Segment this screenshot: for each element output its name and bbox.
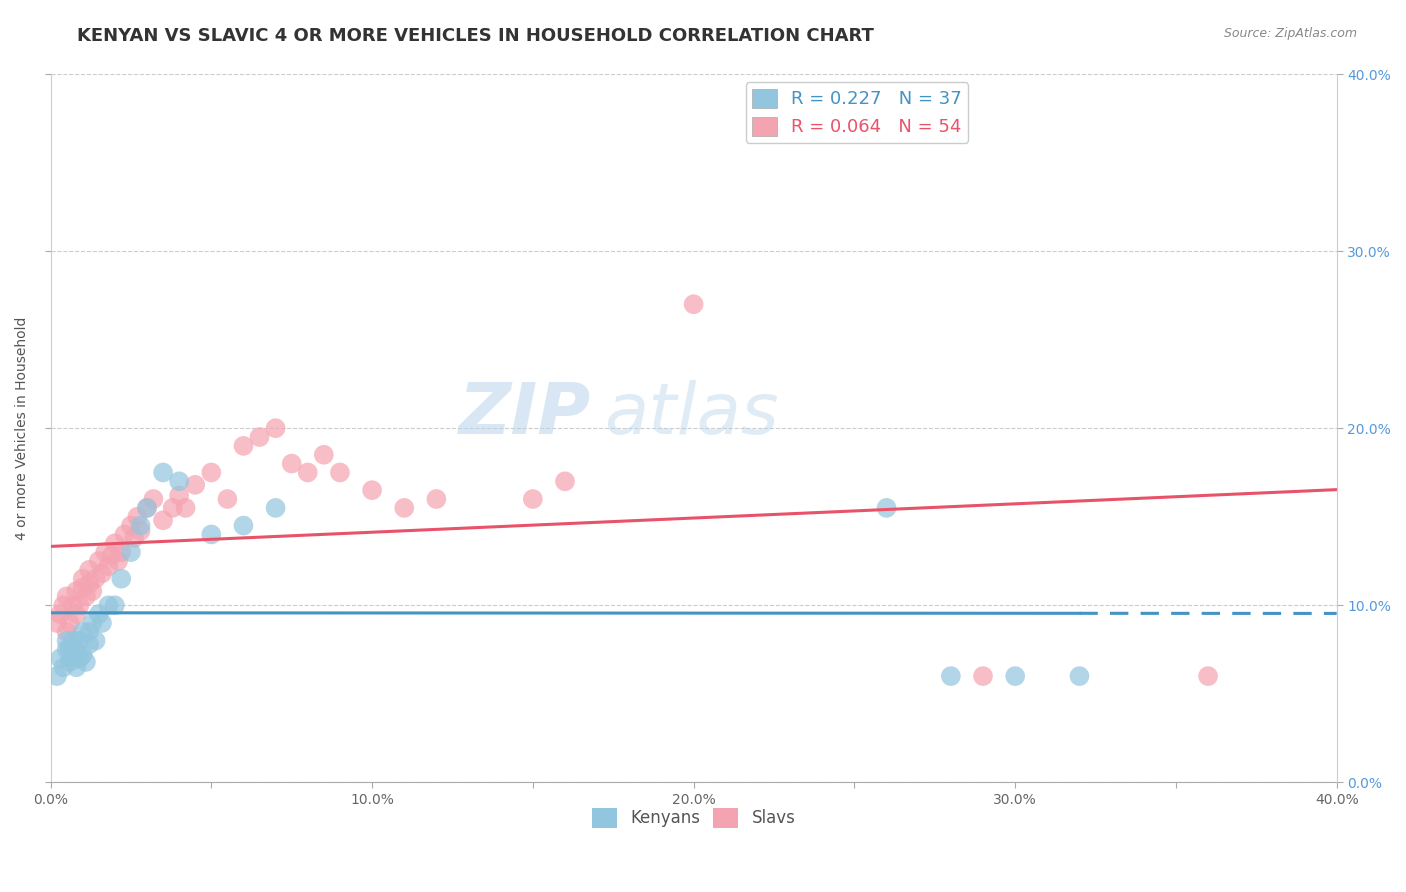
Point <box>59 655 82 669</box>
Point <box>69 599 91 613</box>
Point <box>264 500 287 515</box>
Point <box>110 572 132 586</box>
Point <box>232 518 254 533</box>
Point <box>167 475 190 489</box>
Point <box>107 554 129 568</box>
Point <box>62 651 84 665</box>
Point <box>876 500 898 515</box>
Point <box>1197 669 1219 683</box>
Point <box>174 500 197 515</box>
Point <box>72 624 94 639</box>
Point <box>1004 669 1026 683</box>
Point <box>184 478 207 492</box>
Point <box>75 590 97 604</box>
Point <box>97 599 120 613</box>
Point <box>136 500 159 515</box>
Point <box>65 642 87 657</box>
Point <box>72 572 94 586</box>
Point <box>77 577 100 591</box>
Point <box>1069 669 1091 683</box>
Text: KENYAN VS SLAVIC 4 OR MORE VEHICLES IN HOUSEHOLD CORRELATION CHART: KENYAN VS SLAVIC 4 OR MORE VEHICLES IN H… <box>77 27 875 45</box>
Point <box>59 615 82 630</box>
Point <box>939 669 962 683</box>
Point <box>129 524 152 538</box>
Point <box>65 607 87 621</box>
Point <box>77 637 100 651</box>
Point <box>152 466 174 480</box>
Text: ZIP: ZIP <box>458 379 591 449</box>
Point <box>136 500 159 515</box>
Point <box>94 545 117 559</box>
Point <box>55 590 77 604</box>
Point <box>91 615 114 630</box>
Point <box>77 624 100 639</box>
Point <box>49 651 72 665</box>
Point <box>127 509 149 524</box>
Point <box>46 669 69 683</box>
Point <box>100 549 122 563</box>
Point <box>49 607 72 621</box>
Point <box>120 518 142 533</box>
Point <box>97 559 120 574</box>
Point <box>114 527 136 541</box>
Point <box>52 660 75 674</box>
Text: atlas: atlas <box>603 379 778 449</box>
Point <box>82 584 104 599</box>
Point <box>682 297 704 311</box>
Point <box>84 633 107 648</box>
Point <box>69 651 91 665</box>
Point <box>104 599 127 613</box>
Point <box>77 563 100 577</box>
Point <box>69 633 91 648</box>
Text: Source: ZipAtlas.com: Source: ZipAtlas.com <box>1223 27 1357 40</box>
Point <box>167 488 190 502</box>
Point <box>55 624 77 639</box>
Point <box>329 466 352 480</box>
Point <box>46 615 69 630</box>
Point <box>312 448 335 462</box>
Legend: Kenyans, Slavs: Kenyans, Slavs <box>585 802 803 834</box>
Point <box>200 527 222 541</box>
Point <box>52 599 75 613</box>
Point <box>110 545 132 559</box>
Point <box>264 421 287 435</box>
Point <box>361 483 384 498</box>
Point <box>75 655 97 669</box>
Point <box>72 648 94 662</box>
Point <box>554 475 576 489</box>
Point <box>65 584 87 599</box>
Point <box>152 513 174 527</box>
Point <box>972 669 994 683</box>
Point <box>62 633 84 648</box>
Point <box>55 633 77 648</box>
Point <box>122 531 145 545</box>
Point <box>522 491 544 506</box>
Point <box>84 572 107 586</box>
Point <box>200 466 222 480</box>
Point <box>72 581 94 595</box>
Point <box>82 615 104 630</box>
Point <box>394 500 416 515</box>
Point <box>249 430 271 444</box>
Point <box>104 536 127 550</box>
Point <box>59 642 82 657</box>
Point <box>87 607 110 621</box>
Point <box>162 500 184 515</box>
Point <box>129 518 152 533</box>
Point <box>232 439 254 453</box>
Point <box>55 642 77 657</box>
Point <box>65 660 87 674</box>
Point <box>217 491 239 506</box>
Y-axis label: 4 or more Vehicles in Household: 4 or more Vehicles in Household <box>15 317 30 540</box>
Point <box>297 466 319 480</box>
Point <box>280 457 302 471</box>
Point <box>425 491 447 506</box>
Point <box>142 491 165 506</box>
Point <box>62 599 84 613</box>
Point <box>87 554 110 568</box>
Point <box>120 545 142 559</box>
Point <box>91 566 114 581</box>
